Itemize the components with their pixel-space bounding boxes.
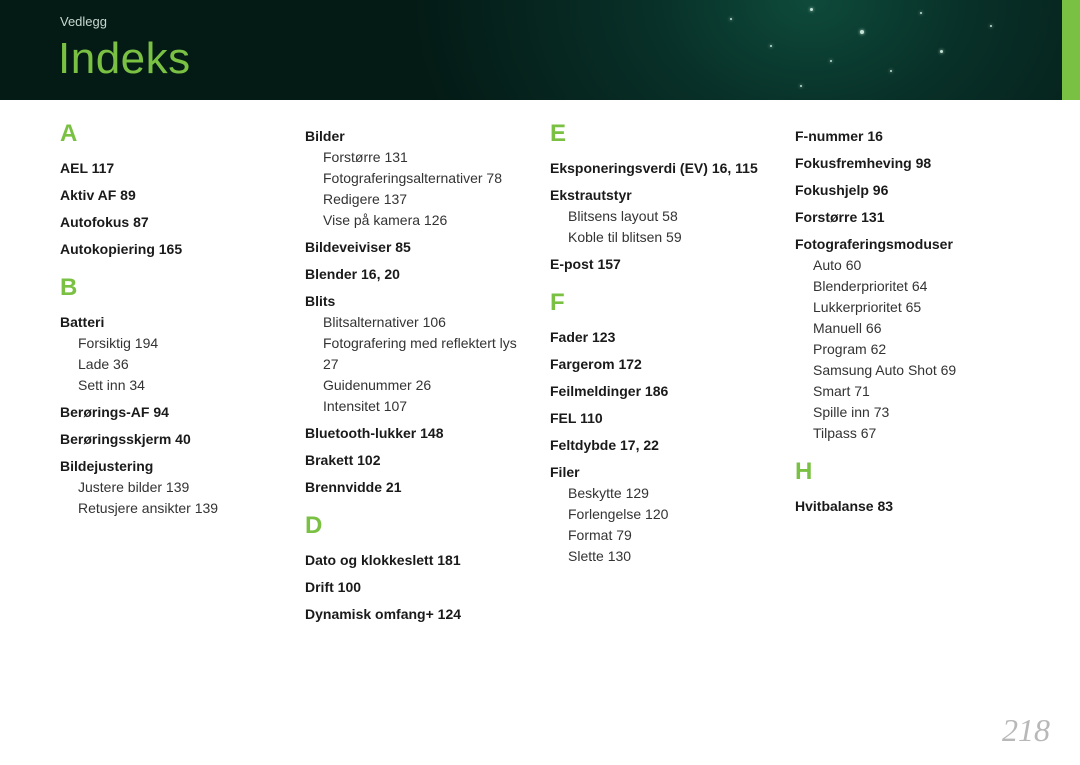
index-subentry[interactable]: Sett inn 34 xyxy=(78,375,285,396)
index-entry[interactable]: E-post 157 xyxy=(550,254,775,275)
index-entry[interactable]: Fokushjelp 96 xyxy=(795,180,1020,201)
index-subentry[interactable]: Blitsalternativer 106 xyxy=(323,312,530,333)
index-subentry[interactable]: Blitsens layout 58 xyxy=(568,206,775,227)
index-subentry[interactable]: Slette 130 xyxy=(568,546,775,567)
index-entry[interactable]: Filer xyxy=(550,462,775,483)
index-content: A AEL 117 Aktiv AF 89 Autofokus 87 Autokopie… xyxy=(60,120,1040,705)
index-subentry[interactable]: Tilpass 67 xyxy=(813,423,1020,444)
index-letter: B xyxy=(60,274,285,302)
index-entry[interactable]: Bluetooth-lukker 148 xyxy=(305,423,530,444)
index-entry[interactable]: Dato og klokkeslett 181 xyxy=(305,550,530,571)
index-subentry[interactable]: Blenderprioritet 64 xyxy=(813,276,1020,297)
index-entry[interactable]: Batteri xyxy=(60,312,285,333)
index-subentry[interactable]: Forstørre 131 xyxy=(323,147,530,168)
page-number: 218 xyxy=(1002,712,1050,749)
index-subentry[interactable]: Format 79 xyxy=(568,525,775,546)
index-subentry[interactable]: Spille inn 73 xyxy=(813,402,1020,423)
index-entry[interactable]: Fotograferingsmoduser xyxy=(795,234,1020,255)
index-entry[interactable]: Blits xyxy=(305,291,530,312)
index-subentry[interactable]: Koble til blitsen 59 xyxy=(568,227,775,248)
index-column-3: E Eksponeringsverdi (EV) 16, 115 Ekstrauts… xyxy=(550,120,795,705)
index-subentry[interactable]: Program 62 xyxy=(813,339,1020,360)
index-entry[interactable]: Autofokus 87 xyxy=(60,212,285,233)
index-letter: D xyxy=(305,512,530,540)
index-subentry[interactable]: Redigere 137 xyxy=(323,189,530,210)
index-letter: A xyxy=(60,120,285,148)
index-subentry[interactable]: Forsiktig 194 xyxy=(78,333,285,354)
section-tab xyxy=(1062,0,1080,100)
index-subentry[interactable]: Samsung Auto Shot 69 xyxy=(813,360,1020,381)
index-subentry[interactable]: Intensitet 107 xyxy=(323,396,530,417)
index-letter: F xyxy=(550,289,775,317)
index-entry[interactable]: Aktiv AF 89 xyxy=(60,185,285,206)
index-entry[interactable]: Eksponeringsverdi (EV) 16, 115 xyxy=(550,158,775,179)
header-decoration xyxy=(690,0,1040,100)
index-entry[interactable]: Berørings-AF 94 xyxy=(60,402,285,423)
index-entry[interactable]: Autokopiering 165 xyxy=(60,239,285,260)
index-subentry[interactable]: Manuell 66 xyxy=(813,318,1020,339)
index-entry[interactable]: Fader 123 xyxy=(550,327,775,348)
index-entry[interactable]: Bilder xyxy=(305,126,530,147)
index-subentry[interactable]: Retusjere ansikter 139 xyxy=(78,498,285,519)
index-subentry[interactable]: Lukkerprioritet 65 xyxy=(813,297,1020,318)
index-letter: H xyxy=(795,458,1020,486)
index-entry[interactable]: Bildejustering xyxy=(60,456,285,477)
index-subentry[interactable]: Lade 36 xyxy=(78,354,285,375)
index-subentry[interactable]: Smart 71 xyxy=(813,381,1020,402)
index-subentry[interactable]: Fotograferingsalternativer 78 xyxy=(323,168,530,189)
index-entry[interactable]: Ekstrautstyr xyxy=(550,185,775,206)
index-entry[interactable]: Berøringsskjerm 40 xyxy=(60,429,285,450)
index-entry[interactable]: Feltdybde 17, 22 xyxy=(550,435,775,456)
index-entry[interactable]: Feilmeldinger 186 xyxy=(550,381,775,402)
index-subentry[interactable]: Vise på kamera 126 xyxy=(323,210,530,231)
index-column-2: BilderForstørre 131Fotograferingsalterna… xyxy=(305,120,550,705)
index-entry[interactable]: Drift 100 xyxy=(305,577,530,598)
index-subentry[interactable]: Forlengelse 120 xyxy=(568,504,775,525)
index-entry[interactable]: Fokusfremheving 98 xyxy=(795,153,1020,174)
index-entry[interactable]: Hvitbalanse 83 xyxy=(795,496,1020,517)
index-entry[interactable]: AEL 117 xyxy=(60,158,285,179)
index-subentry[interactable]: Fotografering med reflektert lys 27 xyxy=(323,333,530,375)
index-entry[interactable]: Brennvidde 21 xyxy=(305,477,530,498)
header-band: Vedlegg Indeks xyxy=(0,0,1080,100)
index-entry[interactable]: Forstørre 131 xyxy=(795,207,1020,228)
index-entry[interactable]: F-nummer 16 xyxy=(795,126,1020,147)
index-subentry[interactable]: Justere bilder 139 xyxy=(78,477,285,498)
index-entry[interactable]: FEL 110 xyxy=(550,408,775,429)
index-entry[interactable]: Dynamisk omfang+ 124 xyxy=(305,604,530,625)
breadcrumb: Vedlegg xyxy=(60,14,107,29)
index-entry[interactable]: Brakett 102 xyxy=(305,450,530,471)
page-title: Indeks xyxy=(58,34,191,84)
index-subentry[interactable]: Guidenummer 26 xyxy=(323,375,530,396)
index-subentry[interactable]: Auto 60 xyxy=(813,255,1020,276)
index-subentry[interactable]: Beskytte 129 xyxy=(568,483,775,504)
index-entry[interactable]: Bildeveiviser 85 xyxy=(305,237,530,258)
index-entry[interactable]: Blender 16, 20 xyxy=(305,264,530,285)
index-letter: E xyxy=(550,120,775,148)
index-column-4: F-nummer 16 Fokusfremheving 98 Fokushjelp … xyxy=(795,120,1040,705)
index-column-1: A AEL 117 Aktiv AF 89 Autofokus 87 Autokopie… xyxy=(60,120,305,705)
index-entry[interactable]: Fargerom 172 xyxy=(550,354,775,375)
